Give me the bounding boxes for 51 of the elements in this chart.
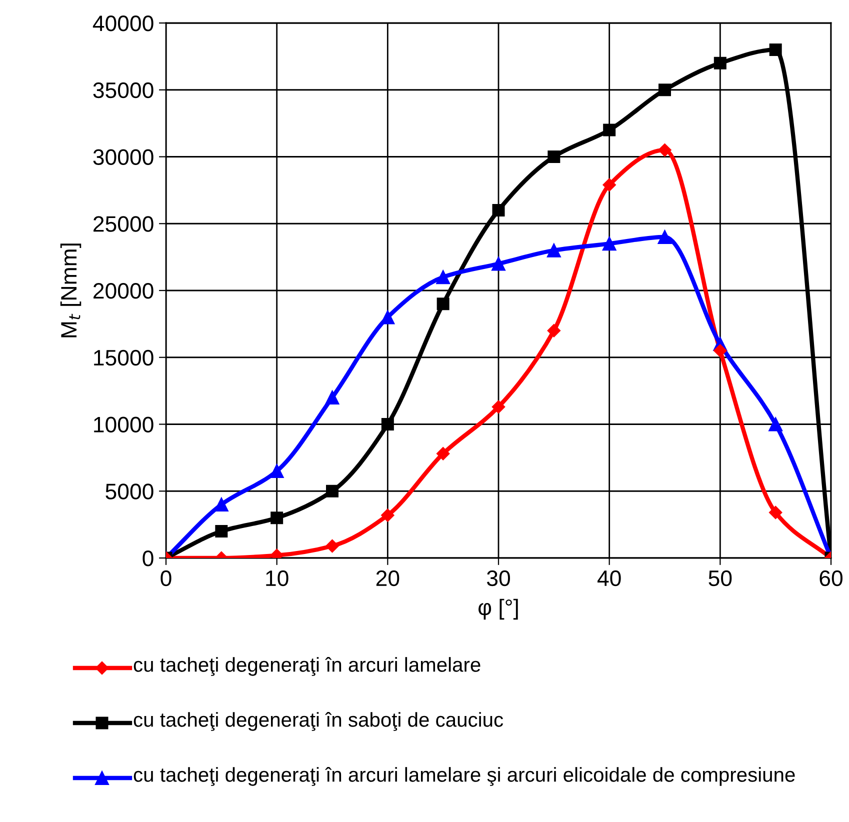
point xyxy=(326,539,339,553)
point xyxy=(714,56,726,70)
legend-label: cu tacheţi degeneraţi în arcuri lamelare xyxy=(134,657,480,676)
x-tick-label: 50 xyxy=(708,570,732,586)
point xyxy=(381,418,394,430)
point xyxy=(547,324,561,338)
point xyxy=(546,243,561,258)
point xyxy=(436,298,450,310)
point xyxy=(658,84,671,96)
y-tick-label: 40000 xyxy=(92,16,154,32)
x-tick-label: 40 xyxy=(597,570,621,586)
point xyxy=(380,310,395,324)
point xyxy=(769,44,782,56)
point xyxy=(270,464,284,478)
y-tick-label: 20000 xyxy=(94,283,154,299)
point xyxy=(436,270,450,284)
point xyxy=(381,508,394,522)
point xyxy=(768,506,782,520)
legend-label: cu tacheţi degeneraţi în saboţi de cauciuc xyxy=(134,712,504,731)
point xyxy=(325,390,340,404)
point xyxy=(658,230,672,244)
y-tick-label: 35000 xyxy=(93,82,154,98)
y-tick-label: 10000 xyxy=(94,416,154,433)
x-tick-label: 10 xyxy=(266,570,288,586)
point xyxy=(714,344,727,358)
point xyxy=(603,124,616,136)
y-tick-label: 5000 xyxy=(106,484,154,500)
point xyxy=(602,178,616,192)
point xyxy=(492,256,506,271)
point xyxy=(270,512,284,524)
point xyxy=(492,204,505,216)
point xyxy=(768,417,783,432)
x-axis-title: φ [°] xyxy=(478,598,518,620)
y-tick-label: 25000 xyxy=(94,216,154,232)
x-tick-label: 60 xyxy=(820,570,842,586)
legend-label: cu tacheţi degeneraţi în arcuri lamelare şi arcuri elicoidale de compresiune xyxy=(134,767,795,786)
y-axis-title: M$_{t}$ [Nmm] xyxy=(60,244,82,338)
y-tick-label: 0 xyxy=(142,550,154,566)
point xyxy=(492,400,506,414)
x-tick-label: 20 xyxy=(376,570,400,586)
point xyxy=(658,143,672,157)
x-tick-label: 0 xyxy=(160,570,172,586)
y-tick-label: 30000 xyxy=(93,149,154,166)
x-tick-label: 30 xyxy=(486,570,510,586)
point xyxy=(548,150,560,163)
point xyxy=(436,447,450,460)
point xyxy=(215,525,228,538)
y-tick-label: 15000 xyxy=(94,350,154,366)
point xyxy=(326,484,338,498)
point xyxy=(602,236,616,251)
point xyxy=(214,498,228,512)
